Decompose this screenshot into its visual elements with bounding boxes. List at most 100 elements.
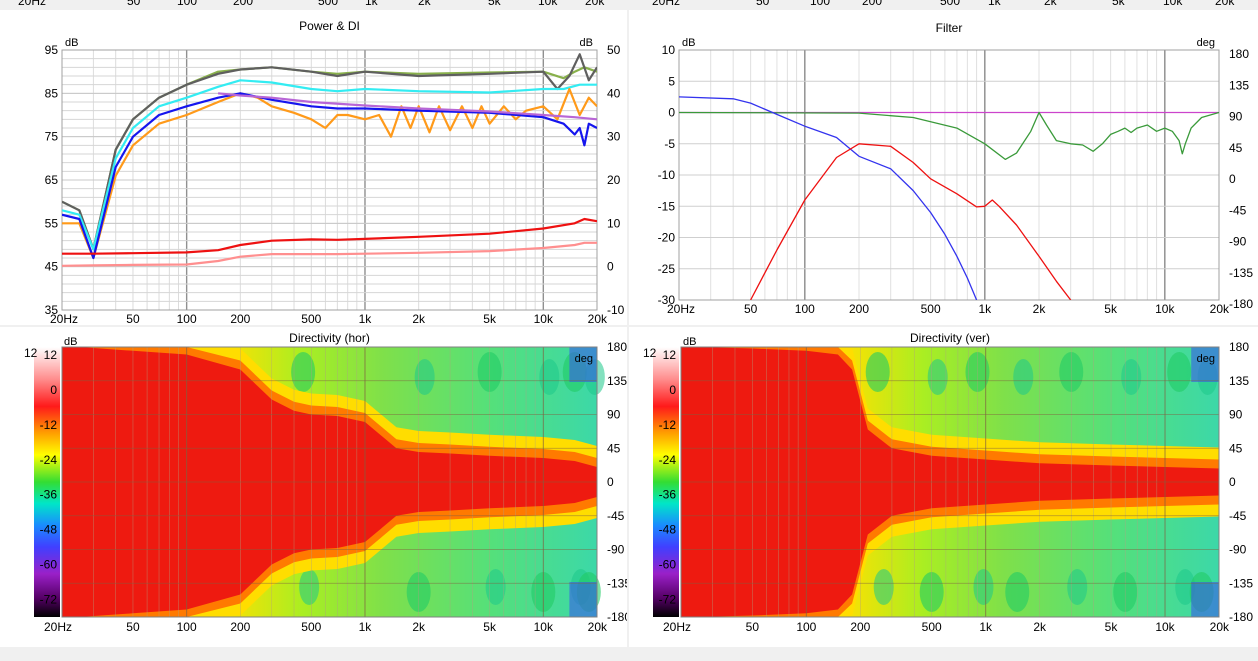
top-strip-label: 200 <box>862 0 883 8</box>
colorbar-tick-label: -72 <box>40 593 58 607</box>
y-tick-label-left: 45 <box>45 260 59 274</box>
x-tick-label: 50 <box>126 312 140 325</box>
series-line-red <box>750 143 1072 300</box>
y-tick-label-right: -45 <box>1229 203 1247 217</box>
y-tick-label-right: -135 <box>1229 576 1253 590</box>
y-tick-label-left: -20 <box>658 231 676 245</box>
y-tick-label-left: -25 <box>658 262 676 276</box>
x-tick-label: 20k <box>588 620 608 634</box>
x-tick-label: 200 <box>849 302 869 316</box>
x-tick-label: 2k <box>1033 620 1047 634</box>
x-tick-label: 2k <box>412 312 426 325</box>
heat-spot <box>1013 359 1034 395</box>
top-strip-label: 20k <box>1215 0 1235 8</box>
colorbar-tick-label: -36 <box>659 488 677 502</box>
heat-spot <box>539 359 560 395</box>
x-tick-label: 5k <box>1104 302 1118 316</box>
colorbar-tick-label: -48 <box>659 523 677 537</box>
y-axis-label-right: deg <box>575 353 593 365</box>
series-line-gray <box>62 53 597 251</box>
series-line-cyan <box>62 79 597 251</box>
x-tick-label: 1k <box>359 620 373 634</box>
x-tick-label: 20Hz <box>667 302 695 316</box>
directivity-hor-svg: 12 0 -12 -24 -36 -48 -60 -72 12 dB Directivity (ho… <box>24 331 631 634</box>
colorbar-tick-label: -36 <box>40 488 58 502</box>
y-tick-label-right: -180 <box>1229 297 1253 311</box>
heat-spot <box>927 359 948 395</box>
y-tick-label-left: -5 <box>664 137 675 151</box>
chart-power-di: Power & DI 20Hz 50 100 200 500 1k 2k 5k 10k 20k 35 4… <box>0 10 627 326</box>
colorbar-unit-label: dB <box>683 336 696 348</box>
top-strip-label: 500 <box>318 0 339 8</box>
y-tick-label-left: 65 <box>45 173 59 187</box>
series-line-blue <box>679 96 978 300</box>
y-tick-label-right: -90 <box>1229 543 1247 557</box>
y-tick-label-right: -45 <box>1229 509 1247 523</box>
x-tick-label: 500 <box>301 312 321 325</box>
x-tick-label: 20k <box>1210 620 1230 634</box>
x-tick-label: 5k <box>1105 620 1119 634</box>
colorbar-top-label: 12 <box>643 346 657 360</box>
y-tick-label-right: 45 <box>607 441 621 455</box>
x-tick-label: 100 <box>177 620 197 634</box>
heat-spot <box>1005 572 1030 612</box>
plot-frame <box>61 49 598 311</box>
y-tick-label-right: 135 <box>1229 78 1249 92</box>
heat-patch-bottom <box>569 582 597 617</box>
x-tick-label: 5k <box>483 620 497 634</box>
chart-title: Directivity (ver) <box>910 331 990 345</box>
x-tick-label: 1k <box>978 302 992 316</box>
heat-spot <box>973 569 994 605</box>
top-strip-label: 2k <box>418 0 431 8</box>
y-tick-label-right: 180 <box>1229 340 1249 354</box>
chart-title: Filter <box>936 21 963 35</box>
x-tick-label: 10k <box>1155 302 1175 316</box>
top-strip-label: 10k <box>1163 0 1183 8</box>
top-strip-label: 500 <box>940 0 961 8</box>
y-tick-label-right: 90 <box>607 408 621 422</box>
series-line-red <box>62 217 597 255</box>
series-line-blue <box>62 92 597 260</box>
colorbar-tick-label: -60 <box>659 558 677 572</box>
y-tick-label-right: 180 <box>607 340 627 354</box>
colorbar <box>653 347 679 617</box>
x-tick-label: 10k <box>534 620 554 634</box>
colorbar-tick-label: -12 <box>659 418 677 432</box>
top-strip-label: 50 <box>127 0 141 8</box>
plot-frame <box>678 49 1220 301</box>
y-tick-label-right: -135 <box>607 576 627 590</box>
top-strip-label: 5k <box>488 0 501 8</box>
colorbar-tick-label: -24 <box>659 453 677 467</box>
x-tick-label: 100 <box>177 312 197 325</box>
x-tick-label: 200 <box>230 312 250 325</box>
heat-spot <box>865 352 890 392</box>
y-tick-label-right: 180 <box>1229 47 1249 61</box>
x-tick-label: 50 <box>744 302 758 316</box>
y-tick-label-right: -180 <box>1229 610 1253 624</box>
x-tick-label: 20k <box>588 312 608 325</box>
x-tick-label: 100 <box>796 620 816 634</box>
top-strip-label: 5k <box>1112 0 1125 8</box>
heat-patch-bottom <box>1191 582 1219 617</box>
top-strip-label: 20Hz <box>652 0 681 8</box>
y-tick-label-right: 0 <box>607 260 614 274</box>
top-strip-label: 200 <box>233 0 254 8</box>
y-tick-label-left: 55 <box>45 216 59 230</box>
chart-filter: Filter 20Hz 50 100 200 500 1k 2k 5k 10k 20k -30 -25-… <box>629 10 1258 325</box>
y-axis-label-right: deg <box>1197 353 1215 365</box>
colorbar-tick-label: 0 <box>50 383 57 397</box>
chart-title: Directivity (hor) <box>289 331 370 345</box>
heat-spot <box>291 352 316 392</box>
top-strip-label: 2k <box>1044 0 1057 8</box>
x-tick-label: 10k <box>1155 620 1175 634</box>
y-tick-label-right: -90 <box>1229 235 1247 249</box>
colorbar-unit-label: dB <box>64 336 77 348</box>
x-tick-label: 20Hz <box>50 312 78 325</box>
x-tick-label: 1k <box>979 620 993 634</box>
colorbar-tick-label: -48 <box>40 523 58 537</box>
y-axis-label-left: dB <box>65 37 78 49</box>
y-tick-label-left: 85 <box>45 86 59 100</box>
y-tick-label-left: 95 <box>45 43 59 57</box>
colorbar-tick-label: 0 <box>669 383 676 397</box>
